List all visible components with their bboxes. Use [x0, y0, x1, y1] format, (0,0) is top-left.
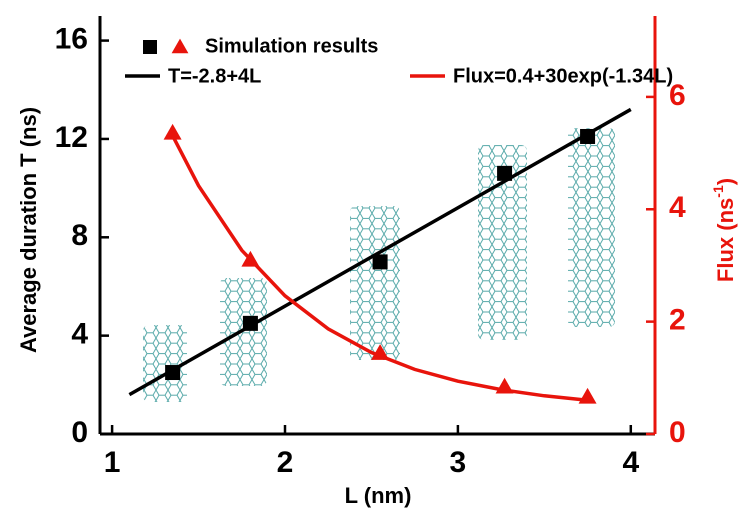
y2-tick-label: 6 — [669, 79, 686, 112]
y2-axis-label: Flux (ns-1) — [710, 178, 738, 282]
x-axis-label: L (nm) — [345, 483, 412, 508]
nanotube — [350, 206, 400, 360]
legend-label: Flux=0.4+30exp(-1.34L) — [453, 65, 673, 87]
nanotube — [568, 128, 615, 327]
y2-tick-label: 2 — [669, 304, 686, 337]
x-tick-label: 4 — [622, 446, 639, 479]
y-axis-label: Average duration T (ns) — [16, 107, 41, 353]
square-marker — [372, 254, 388, 270]
triangle-marker — [163, 123, 182, 140]
nanotube — [478, 145, 527, 340]
nanotube — [143, 325, 187, 402]
y2-label-part: Flux (ns — [713, 198, 738, 282]
fit-line — [171, 134, 588, 403]
x-tick-label: 3 — [450, 446, 467, 479]
y2-tick-label: 4 — [669, 191, 686, 224]
nanotube — [220, 278, 267, 386]
legend-label: T=-2.8+4L — [168, 65, 261, 87]
legend-swatch — [143, 40, 157, 54]
nanotubes — [143, 128, 615, 402]
fit-line — [128, 107, 632, 397]
x-tick-label: 2 — [277, 446, 294, 479]
y-tick-label: 12 — [55, 121, 88, 154]
legend-swatch — [171, 38, 189, 54]
y-tick-label: 4 — [71, 318, 88, 351]
y2-tick-label: 0 — [669, 416, 686, 449]
x-tick-label: 1 — [104, 446, 121, 479]
y-tick-label: 0 — [71, 416, 88, 449]
y2-label-part: ) — [713, 178, 738, 185]
y2-label-part: -1 — [710, 185, 726, 198]
legend-label: Simulation results — [205, 35, 378, 57]
y-tick-label: 8 — [71, 219, 88, 252]
y-tick-label: 16 — [55, 23, 88, 56]
